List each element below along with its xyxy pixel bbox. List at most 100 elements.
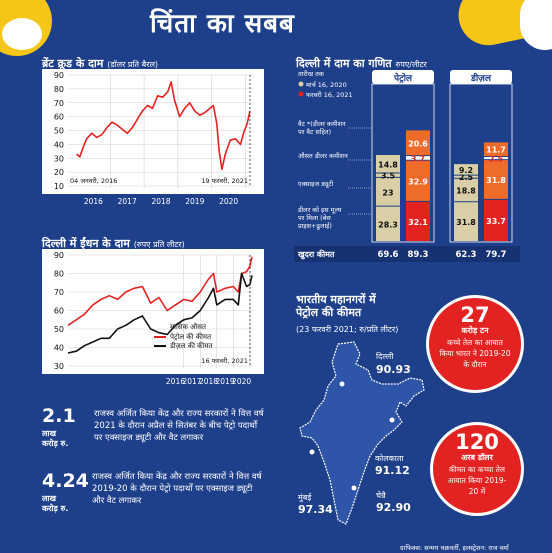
bar-segment <box>406 130 430 156</box>
metros-title-line1: भारतीय महानगरों में <box>296 293 376 306</box>
y-tick-label: 90 <box>54 251 64 260</box>
retail-total: 69.6 <box>378 250 399 260</box>
bar-value-label: 11.7 <box>486 146 506 155</box>
row-label: एक्साइज ड्यूटी <box>298 180 334 188</box>
city-price-delhi: 90.93 <box>376 363 411 376</box>
date-swatch-2 <box>298 91 304 97</box>
retail-band <box>294 246 520 262</box>
bar-segment <box>484 199 508 241</box>
tab-diesel-label: डीज़ल <box>470 72 492 84</box>
retail-total: 62.3 <box>456 250 477 260</box>
date-swatch-1 <box>298 81 304 87</box>
brent-heading: ब्रेंट क्रूड के दाम (डॉलर प्रति बैरल) <box>42 56 158 71</box>
bar-segment <box>406 201 430 241</box>
bar-value-label: 33.7 <box>486 217 506 226</box>
row-label: प्राइस+ढुलाई) <box>298 222 332 230</box>
bar-value-label: 31.8 <box>486 176 506 185</box>
stat-1-unit-line2: करोड़ रु. <box>42 439 69 448</box>
stat-2-text: राजस्व अर्जित किया केंद्र और राज्य सरकार… <box>92 472 262 506</box>
brent-unit: (डॉलर प्रति बैरल) <box>107 60 159 69</box>
import-value-text: कीमत का कच्चा तेल आयात किया 2019-20 में <box>447 465 507 496</box>
city-dot-delhi <box>339 381 345 387</box>
stat-2-unit-line2: करोड़ रु. <box>42 504 69 513</box>
stat-1-text: राजस्व अर्जित किया केंद्र और राज्य सरकार… <box>94 409 264 443</box>
bar-value-label: 2.5 <box>489 155 504 164</box>
price-math-heading: दिल्ली में दाम का गणित रुपए/लीटर <box>296 56 427 71</box>
illustration-left-detail <box>2 18 42 50</box>
bar-segment <box>376 173 400 177</box>
bar-segment <box>454 175 478 178</box>
city-dot-kolkata <box>389 417 395 423</box>
import-value-circle: 120 अरब डॉलर कीमत का कच्चा तेल आयात किया… <box>430 422 524 516</box>
x-tick-label: 2018 <box>199 377 218 386</box>
date-label-1: मार्च 16, 2020 <box>306 81 347 89</box>
end-date-label: 16 फरवरी, 2021 <box>201 357 248 365</box>
x-tick-label: 2019 <box>185 197 204 206</box>
y-tick-label: 70 <box>54 99 64 108</box>
brent-chart: 10 20 30 40 50 60 70 80 90 2016 2017 2018 2019 2020 04… <box>42 69 264 208</box>
bar-value-label: 32.1 <box>408 218 428 227</box>
tab-diesel <box>450 70 512 84</box>
bar-value-label: 14.8 <box>378 160 398 169</box>
row-label: डीलर को इस मूल्य <box>297 206 342 214</box>
bar-segment <box>376 155 400 173</box>
import-volume-value: 27 <box>460 303 490 327</box>
retail-total: 79.7 <box>486 250 507 260</box>
retail-total: 89.3 <box>408 250 429 260</box>
city-price-chennai: 92.90 <box>376 501 411 514</box>
city-dot-mumbai <box>309 449 315 455</box>
bar-value-label: 23 <box>382 188 393 197</box>
y-tick-label: 70 <box>54 288 64 297</box>
bar-value-label: 32.9 <box>408 177 428 186</box>
bar-value-label: 18.8 <box>456 187 476 196</box>
retail-label: खुदरा कीमत <box>297 249 335 260</box>
bar-segment <box>454 202 478 241</box>
india-map <box>299 341 425 525</box>
x-tick-label: 2020 <box>219 197 238 206</box>
stat-2-value: 4.24 <box>42 470 89 492</box>
x-tick-label: 2019 <box>216 377 235 386</box>
row-label: वैट *(डीलर कमीशन <box>298 120 346 128</box>
y-tick-label: 80 <box>54 85 64 94</box>
frame-petrol <box>371 83 435 243</box>
y-tick-label: 60 <box>54 113 64 122</box>
y-tick-label: 60 <box>54 307 64 316</box>
x-axis-band <box>42 194 264 208</box>
import-volume-circle: 27 करोड़ टन कच्चे तेल का आयात किया भारत … <box>426 295 524 393</box>
price-math-chart: तारीख तक मार्च 16, 2020 फरवरी 16, 2021 पेट्… <box>294 70 520 262</box>
y-tick-label: 50 <box>54 127 64 136</box>
price-math-title: दिल्ली में दाम का गणित <box>296 57 392 70</box>
fuel-unit: (रुपए प्रति लीटर) <box>133 240 185 249</box>
import-value-unit: अरब डॉलर <box>461 453 493 462</box>
y-tick-label: 40 <box>54 344 64 353</box>
bar-value-label: 31.8 <box>456 218 476 227</box>
price-math-unit: रुपए/लीटर <box>395 60 427 69</box>
y-tick-label: 40 <box>54 140 64 149</box>
row-label: पर वैट सहित) <box>298 128 331 136</box>
city-price-kolkata: 91.12 <box>375 464 410 477</box>
city-name-chennai: चेन्नै <box>376 491 386 500</box>
date-label-2: फरवरी 16, 2021 <box>306 91 353 99</box>
row-label: औसत डीलर कमीशन <box>298 152 348 160</box>
metros-subtitle: (23 फरवरी 2021; रु/प्रति लीटर) <box>296 325 399 334</box>
import-volume-unit: करोड़ टन <box>461 326 489 335</box>
stat-1-value: 2.1 <box>42 405 76 427</box>
fuel-heading: दिल्ली में ईंधन के दाम (रुपए प्रति लीटर) <box>42 236 185 251</box>
series-line-2 <box>67 272 253 354</box>
city-name-delhi: दिल्ली <box>376 352 394 361</box>
bar-segment <box>376 177 400 206</box>
brent-title: ब्रेंट क्रूड के दाम <box>42 57 104 70</box>
bar-value-label: 3.7 <box>411 154 425 163</box>
bar-segment <box>454 178 478 202</box>
import-volume-text: कच्चे तेल का आयात किया भारत ने 2019-20 क… <box>439 338 511 369</box>
start-date-label: 04 जनवरी, 2016 <box>70 177 117 185</box>
bar-segment <box>454 164 478 175</box>
legend-label-petrol: पेट्रोल की कीमत <box>170 332 212 341</box>
y-tick-label: 50 <box>54 325 64 334</box>
header-band: चिंता का सबब <box>0 0 552 56</box>
y-tick-label: 80 <box>54 270 64 279</box>
legend-title: मासिक औसत <box>170 322 207 331</box>
city-price-mumbai: 97.34 <box>298 503 333 516</box>
bar-segment <box>406 160 430 201</box>
bar-value-label: 3.5 <box>381 172 396 181</box>
